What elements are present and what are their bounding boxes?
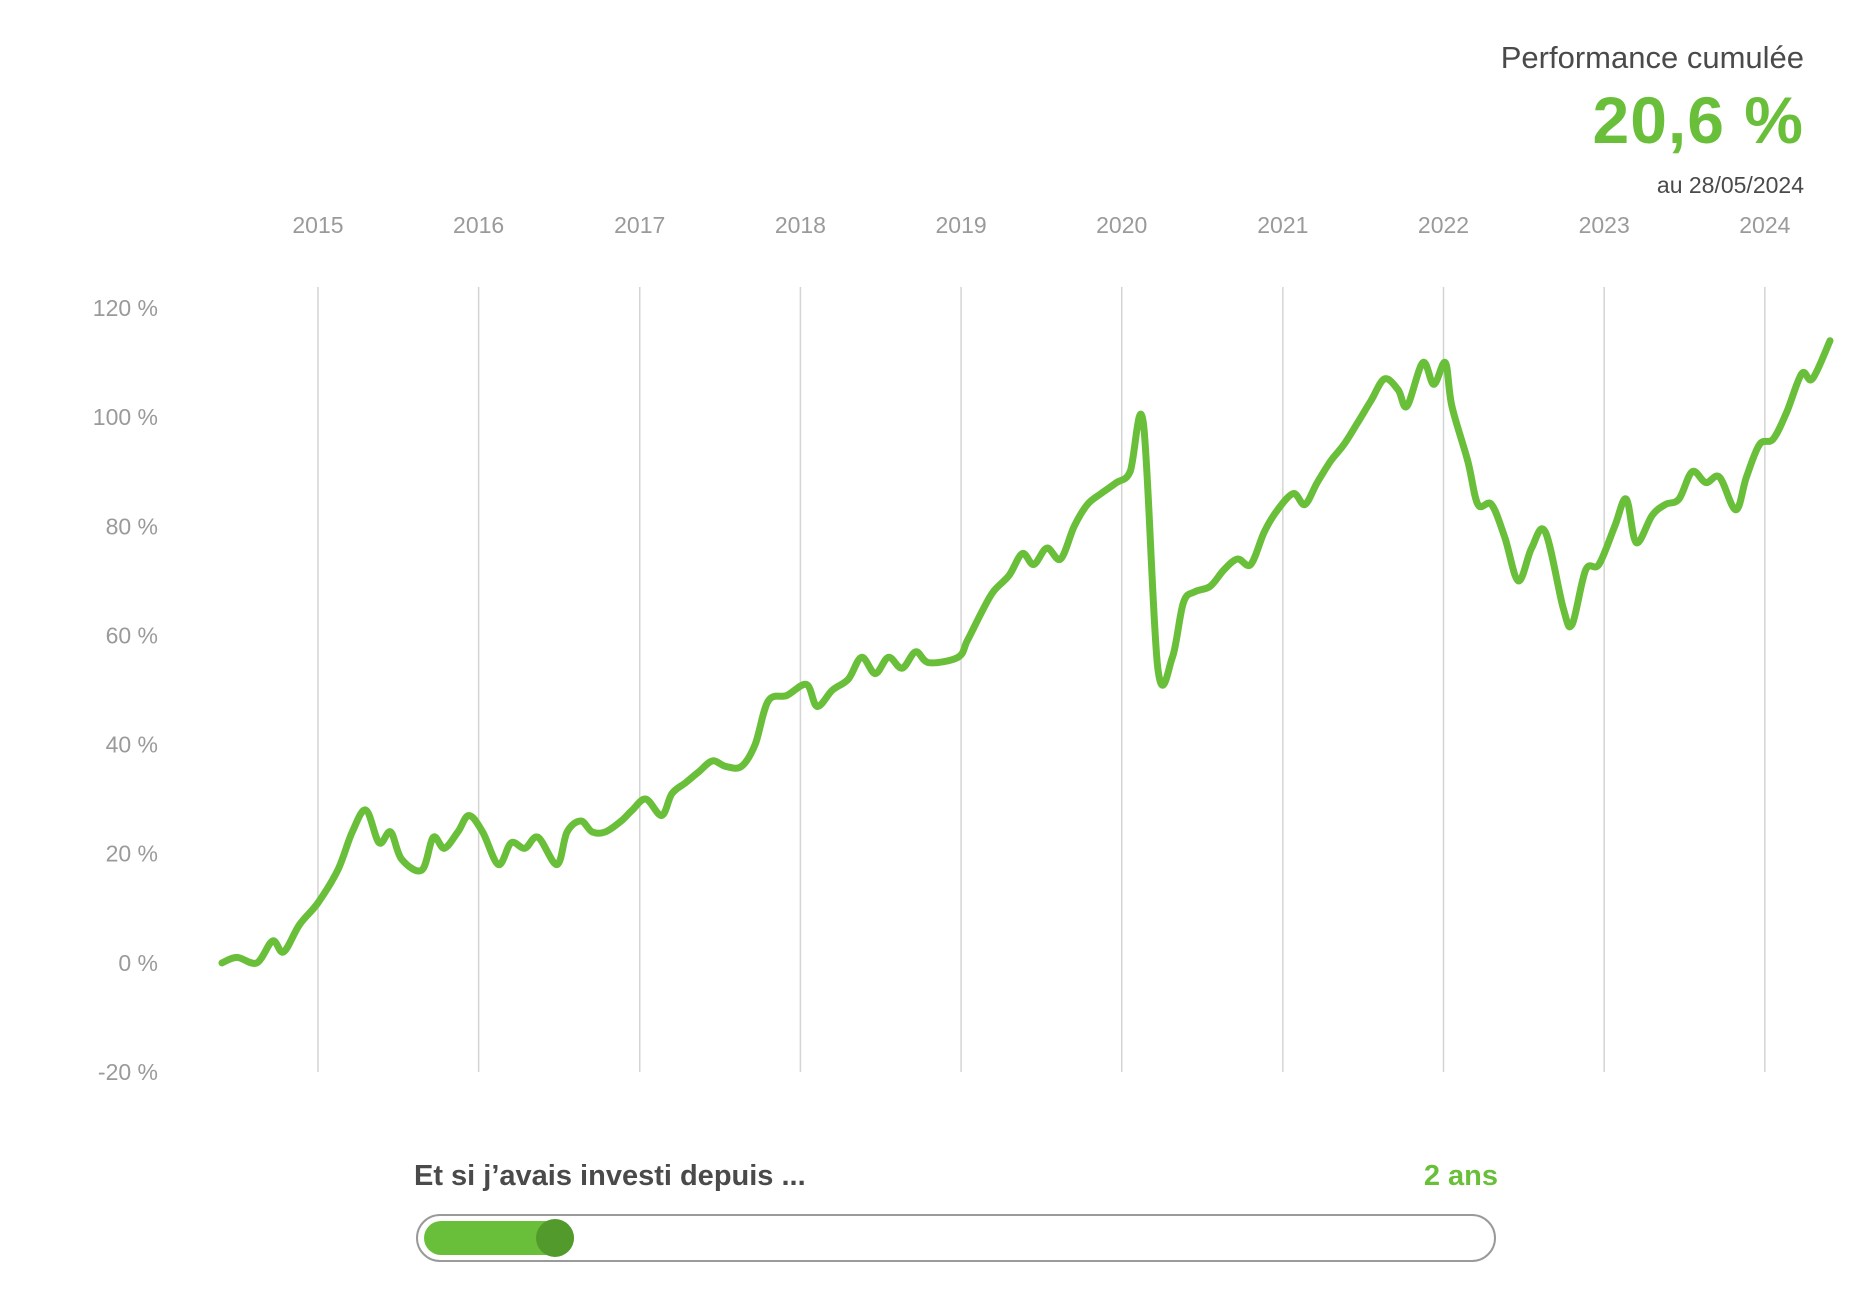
x-tick-label: 2021 <box>1257 212 1308 238</box>
performance-value: 20,6 % <box>1592 83 1804 157</box>
y-tick-label: -20 % <box>98 1059 158 1085</box>
x-tick-label: 2018 <box>775 212 826 238</box>
x-tick-label: 2019 <box>935 212 986 238</box>
y-tick-label: 20 % <box>106 841 158 867</box>
series-line <box>218 337 1834 967</box>
performance-label: Performance cumulée <box>1500 40 1804 75</box>
performance-summary: Performance cumulée 20,6 % au 28/05/2024 <box>1501 36 1804 199</box>
y-tick-label: 100 % <box>93 404 158 430</box>
x-tick-label: 2015 <box>292 212 343 238</box>
y-tick-label: 60 % <box>106 622 158 648</box>
x-axis-labels: 2015 2016 2017 2018 2019 2020 2021 2022 2023 2024 <box>292 212 1790 238</box>
x-tick-label: 2017 <box>614 212 665 238</box>
grid-lines <box>317 287 1766 1072</box>
slider-value: 2 ans <box>1423 1160 1498 1192</box>
performance-date: au 28/05/2024 <box>1656 172 1804 198</box>
x-tick-label: 2020 <box>1096 212 1147 238</box>
y-tick-label: 40 % <box>106 732 158 758</box>
y-tick-label: 0 % <box>118 950 158 976</box>
x-tick-label: 2024 <box>1739 212 1790 238</box>
x-tick-label: 2023 <box>1579 212 1630 238</box>
y-tick-label: 80 % <box>106 513 158 539</box>
x-tick-label: 2016 <box>453 212 504 238</box>
slider-thumb[interactable] <box>535 1219 574 1257</box>
x-tick-label: 2022 <box>1418 212 1469 238</box>
y-tick-label: 120 % <box>93 295 158 321</box>
performance-chart: 2015 2016 2017 2018 2019 2020 2021 2022 2023 2024… <box>93 212 1834 1085</box>
y-axis-labels: 120 % 100 % 80 % 60 % 40 % 20 % 0 % -20 % <box>93 295 158 1085</box>
period-slider[interactable] <box>416 1214 1496 1262</box>
slider-label: Et si j’avais investi depuis ... <box>414 1160 806 1192</box>
